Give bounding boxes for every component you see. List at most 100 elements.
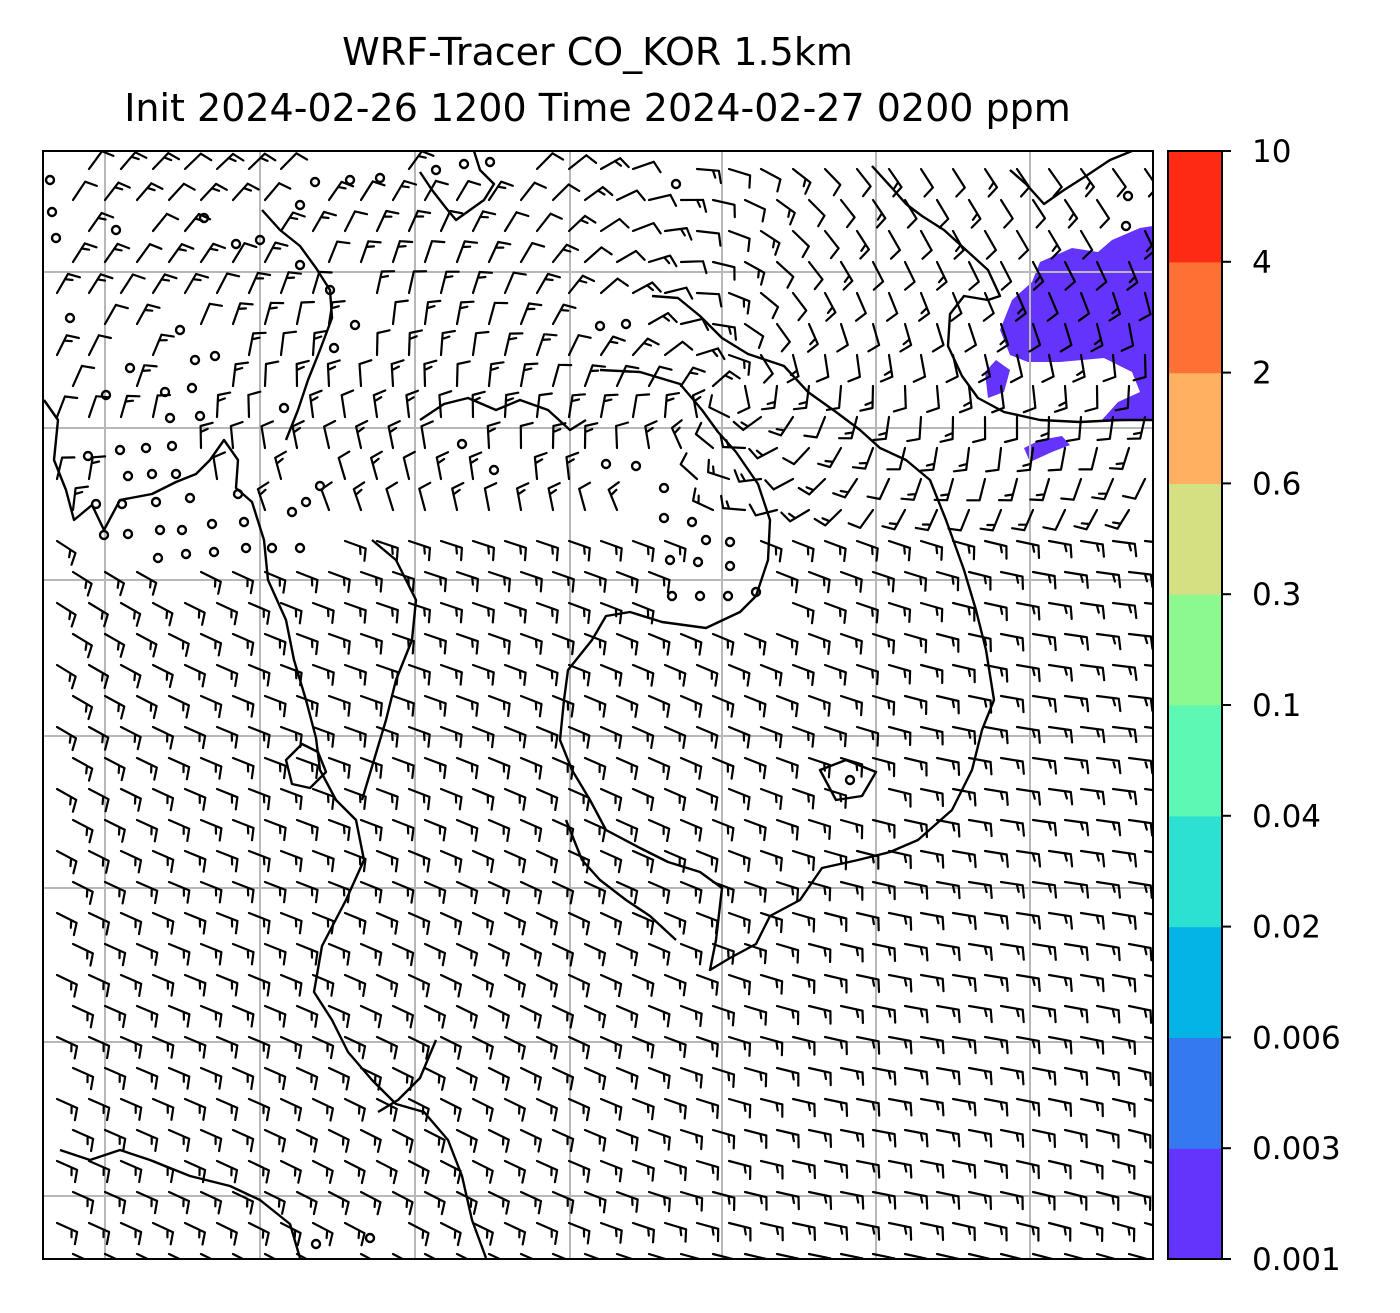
wind-barb <box>1015 1035 1041 1055</box>
wind-barb <box>455 880 479 905</box>
wind-barb <box>311 1159 334 1184</box>
wind-barb <box>55 973 78 998</box>
wind-barb <box>439 663 463 686</box>
wind-barb <box>551 1128 575 1153</box>
wind-barb <box>886 291 899 322</box>
calm-wind-circle <box>658 512 670 524</box>
wind-barb <box>439 849 463 873</box>
colorbar-segment-9 <box>1168 151 1222 263</box>
wind-barb <box>615 1004 639 1028</box>
coastline-7 <box>360 539 418 801</box>
wind-barb <box>887 973 913 993</box>
wind-barb <box>151 787 175 812</box>
wind-barb <box>1079 1035 1105 1055</box>
wind-barb <box>807 1004 832 1025</box>
wind-barb <box>370 450 383 481</box>
wind-barb <box>967 1190 992 1211</box>
wind-barb <box>663 340 694 357</box>
wind-barb <box>823 601 847 624</box>
wind-barb <box>551 1004 574 1029</box>
wind-barb <box>903 570 928 592</box>
wind-barb <box>983 1035 1009 1055</box>
calm-wind-circle <box>488 464 500 476</box>
wind-barb <box>263 880 287 904</box>
wind-barb <box>135 243 163 264</box>
wind-barb <box>983 973 1009 992</box>
wind-barb <box>87 455 107 481</box>
calm-wind-circle <box>194 410 206 422</box>
wind-barb <box>343 911 367 935</box>
calm-wind-circle <box>266 542 278 554</box>
wind-barb <box>615 570 639 594</box>
coastline-8 <box>564 819 677 941</box>
wind-barb <box>631 160 662 174</box>
wind-barb <box>1047 229 1062 260</box>
wind-barb <box>375 787 399 811</box>
wind-barb <box>519 570 543 593</box>
wind-barb <box>871 1190 897 1210</box>
wind-barb <box>935 260 948 291</box>
wind-barb <box>519 818 543 843</box>
wind-barb <box>487 756 511 780</box>
wind-barb <box>692 487 715 512</box>
coastline-2 <box>871 165 1153 424</box>
wind-barb <box>1143 1221 1153 1227</box>
wind-barb <box>1143 1097 1153 1103</box>
wind-barb <box>263 1066 287 1091</box>
wind-barb <box>343 849 367 873</box>
wind-barb <box>823 291 837 322</box>
wind-barb <box>87 273 114 295</box>
wind-barb <box>279 330 298 357</box>
wind-barb <box>535 333 558 357</box>
wind-barb <box>1015 725 1041 744</box>
wind-barb <box>119 151 148 171</box>
wind-barb <box>839 694 863 717</box>
wind-barb <box>135 632 158 658</box>
coastline-11 <box>284 742 328 790</box>
wind-barb <box>887 849 912 870</box>
wind-barb <box>87 663 110 689</box>
wind-barb <box>775 818 799 841</box>
wind-barb <box>1073 508 1099 531</box>
wind-barb <box>87 334 112 357</box>
wind-barb <box>519 1190 543 1215</box>
wind-barb <box>1011 508 1035 532</box>
wind-barb <box>167 756 191 781</box>
wind-barb <box>615 249 646 264</box>
wind-barb <box>906 415 923 443</box>
wind-barb <box>887 1097 913 1117</box>
wind-barb <box>1009 353 1024 384</box>
wind-barb <box>599 1221 623 1244</box>
wind-barb <box>786 353 800 384</box>
wind-barb <box>423 1252 438 1259</box>
calm-wind-circle <box>176 524 188 536</box>
wind-barb <box>855 663 879 686</box>
wind-barb <box>535 539 559 562</box>
wind-barb <box>733 469 763 483</box>
wind-barb <box>1111 973 1137 993</box>
wind-barb <box>103 880 126 905</box>
wind-barb <box>151 333 175 357</box>
wind-barb <box>343 601 367 624</box>
wind-barb <box>711 694 735 718</box>
wind-barb <box>119 273 146 295</box>
wind-barb <box>231 694 255 718</box>
wind-barb <box>183 601 206 626</box>
wind-barb <box>839 880 864 901</box>
wind-barb <box>1127 880 1153 899</box>
wind-barb <box>647 632 671 656</box>
wind-barb <box>247 787 271 811</box>
wind-barb <box>871 880 896 901</box>
wind-barb <box>647 193 678 207</box>
wind-barb <box>935 756 961 776</box>
wind-barb <box>263 1190 286 1215</box>
wind-barb <box>1016 446 1035 473</box>
wind-barb <box>727 911 751 934</box>
wind-barb <box>423 359 438 388</box>
wind-barb <box>815 353 830 383</box>
wind-barb <box>1127 942 1153 962</box>
calm-wind-circle <box>670 178 682 190</box>
calm-wind-circle <box>750 586 762 598</box>
wind-barb <box>327 300 346 326</box>
wind-barb <box>407 539 431 562</box>
